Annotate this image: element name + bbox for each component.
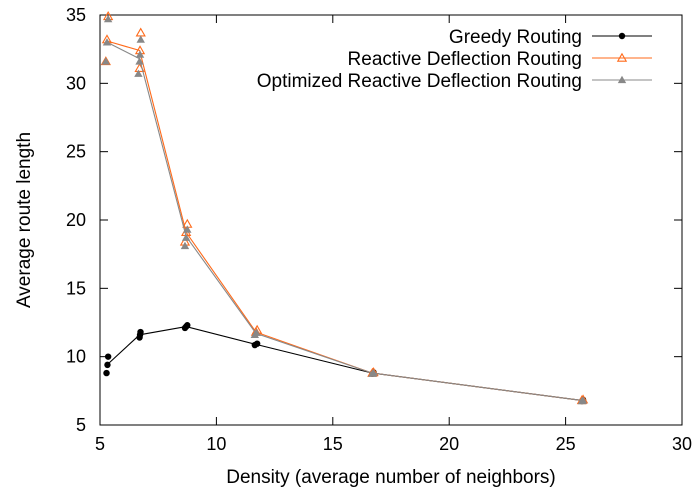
legend-label-1: Greedy Routing [449, 27, 582, 48]
legend-label-3: Optimized Reactive Deflection Routing [257, 71, 582, 92]
series-3-point [181, 233, 191, 241]
series-2-line [106, 40, 582, 401]
series-1-point [103, 369, 110, 377]
series-1-point [104, 353, 112, 360]
y-tick-label: 25 [66, 142, 86, 162]
x-tick-label: 25 [556, 434, 576, 454]
x-axis-label: Density (average number of neighbors) [226, 467, 556, 488]
y-tick-label: 20 [66, 210, 86, 230]
series-1-point [253, 340, 261, 347]
series-3-line [106, 41, 582, 401]
x-tick-label: 15 [323, 434, 343, 454]
series-3-point [135, 57, 144, 65]
x-tick-label: 5 [95, 434, 105, 454]
y-tick-label: 30 [66, 73, 86, 93]
legend-label-2: Reactive Deflection Routing [348, 49, 582, 70]
series-1-point [184, 322, 191, 329]
series-3-point [103, 14, 113, 23]
y-tick-label: 10 [66, 347, 86, 367]
x-tick-label: 10 [206, 434, 226, 454]
series-1-point [104, 361, 111, 369]
legend-marker-1 [618, 32, 626, 40]
series-3-point [135, 50, 145, 58]
series-3 [101, 14, 588, 405]
series-3-point [180, 241, 190, 250]
series-3-point [101, 57, 111, 65]
series-3-point [134, 69, 143, 77]
x-tick-label: 30 [672, 434, 692, 454]
series-2-point [135, 27, 146, 37]
series-3-point [136, 35, 145, 43]
y-tick-label: 35 [66, 5, 86, 25]
legend-marker-3 [617, 75, 627, 84]
series-1-point [137, 328, 144, 336]
series-3-point [102, 38, 112, 46]
series-layer [100, 11, 589, 405]
axis-ticks: 5 10 15 20 25 30 5 10 15 20 25 30 35 [66, 5, 692, 454]
series-3-point [183, 225, 192, 233]
legend-marker-2 [616, 52, 628, 62]
series-3-point [369, 368, 378, 377]
y-tick-label: 5 [76, 415, 86, 435]
x-tick-label: 20 [439, 434, 459, 454]
y-axis-label: Average route length [14, 132, 35, 308]
series-3-point [578, 396, 588, 404]
y-tick-label: 15 [66, 278, 86, 298]
series-3-point [252, 328, 261, 336]
